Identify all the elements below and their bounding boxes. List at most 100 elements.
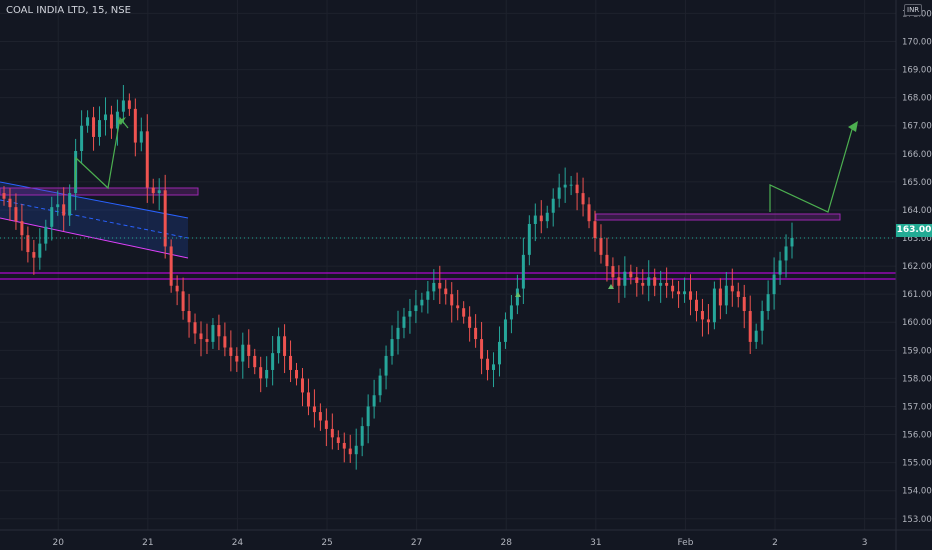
candle-body	[289, 355, 293, 370]
grid-lines	[0, 0, 896, 530]
candle-body	[80, 125, 84, 151]
candle-body	[659, 282, 663, 286]
candle-body	[133, 108, 137, 143]
annotation-layer-front	[0, 116, 896, 297]
price-tick-label: 160.00	[902, 318, 932, 328]
candle-body	[486, 358, 490, 370]
annotation-layer-back	[0, 181, 896, 280]
candle-body	[647, 277, 651, 286]
candle-body	[694, 299, 698, 312]
candle-body	[181, 291, 185, 312]
candle-body	[784, 246, 788, 261]
candle-body	[241, 344, 245, 362]
candle-body	[671, 285, 675, 292]
candle-body	[259, 367, 263, 379]
candle-body	[139, 131, 143, 143]
candle-body	[790, 238, 794, 247]
channel-fill	[0, 182, 188, 258]
candle-body	[20, 221, 24, 236]
price-tick-label: 165.00	[902, 178, 932, 188]
price-tick-label: 162.00	[902, 262, 932, 272]
candle-body	[450, 294, 454, 306]
candle-body	[390, 339, 394, 356]
candle-body	[277, 336, 281, 354]
price-tick-label: 159.00	[902, 346, 932, 356]
candle-body	[527, 223, 531, 255]
candle-body	[420, 299, 424, 306]
candle-body	[778, 260, 782, 275]
candle-body	[384, 355, 388, 376]
time-tick-label: 2	[772, 538, 778, 548]
candle-body	[318, 412, 322, 421]
candle-body	[563, 184, 567, 188]
candle-body	[426, 291, 430, 300]
candle-body	[599, 238, 603, 255]
zone-right	[595, 213, 841, 221]
candle-body	[103, 114, 107, 121]
candle-body	[157, 190, 161, 194]
price-tick-label: 161.00	[902, 290, 932, 300]
candle-body	[456, 305, 460, 309]
candle-body	[205, 339, 209, 342]
candle-body	[683, 291, 687, 295]
candle-body	[26, 235, 30, 253]
time-axis[interactable]: 20 21 24 25 27 28 31 Feb 2 3	[53, 538, 868, 548]
candle-body	[199, 333, 203, 340]
candle-body	[551, 198, 555, 213]
candle-body	[503, 319, 507, 342]
candle-body	[724, 285, 728, 306]
wave-right-arrowhead	[848, 121, 858, 132]
candle-body	[480, 339, 484, 359]
candle-body	[587, 204, 591, 222]
candle-body	[229, 347, 233, 356]
signal-marker	[608, 284, 614, 289]
candle-body	[86, 117, 90, 126]
candle-body	[127, 100, 131, 109]
time-tick-label: 21	[142, 538, 153, 548]
last-price-tag: 163.00	[896, 224, 932, 237]
candle-body	[396, 327, 400, 340]
candle-body	[641, 282, 645, 286]
candle-body	[677, 291, 681, 295]
candle-body	[98, 120, 102, 137]
symbol-title[interactable]: COAL INDIA LTD, 15, NSE	[6, 5, 131, 16]
price-tick-label: 154.00	[902, 487, 932, 497]
candle-body	[766, 294, 770, 312]
candle-body	[62, 204, 66, 216]
time-tick-label: 24	[232, 538, 244, 548]
price-tick-label: 166.00	[902, 150, 932, 160]
candle-body	[312, 406, 316, 413]
candle-body	[414, 305, 418, 312]
price-tick-label: 156.00	[902, 431, 932, 441]
candle-body	[760, 311, 764, 331]
candle-body	[462, 308, 466, 317]
currency-badge[interactable]: INR	[904, 4, 923, 16]
candle-body	[366, 406, 370, 427]
candle-body	[163, 190, 167, 247]
time-tick-label: 25	[321, 538, 332, 548]
candle-body	[271, 353, 275, 370]
candle-body	[438, 282, 442, 289]
candle-body	[736, 291, 740, 297]
candle-body	[432, 282, 436, 292]
candle-body	[730, 285, 734, 292]
price-axis[interactable]: 153.00 154.00 155.00 156.00 157.00 158.00 159.…	[902, 9, 932, 524]
wave-left-arrowhead	[117, 117, 126, 125]
channel-lower-line	[0, 217, 189, 259]
candle-body	[2, 193, 6, 199]
candle-body	[306, 392, 310, 407]
candle-body	[497, 341, 501, 365]
candle-body	[575, 184, 579, 194]
candle-body	[689, 291, 693, 300]
candle-body	[187, 311, 191, 323]
candle-body	[706, 319, 710, 323]
candle-body	[175, 285, 179, 292]
candle-body	[539, 215, 543, 222]
candle-body	[509, 305, 513, 320]
candle-body	[653, 277, 657, 286]
time-tick-label: 3	[862, 538, 868, 548]
candle-body	[109, 114, 113, 129]
candle-body	[474, 327, 478, 340]
candle-body	[193, 322, 197, 334]
